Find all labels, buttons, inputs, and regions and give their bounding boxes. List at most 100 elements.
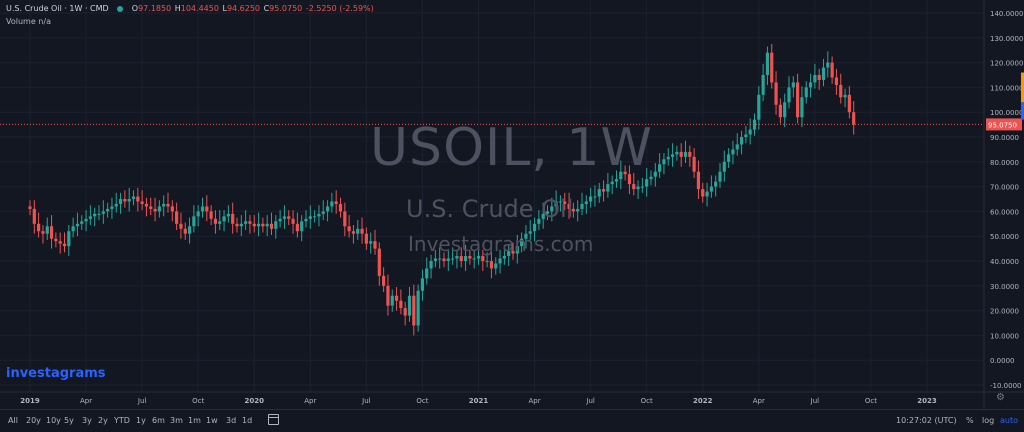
candle (80, 215, 84, 230)
high-value: 104.4450 (180, 4, 219, 13)
y-tick-label: 120.0000 (990, 60, 1023, 68)
candle (179, 212, 183, 239)
candle (153, 197, 157, 222)
timeframe-6m[interactable]: 6m (152, 416, 165, 425)
candle (632, 172, 636, 196)
candle (528, 220, 532, 240)
candle (852, 101, 856, 135)
timeframe-1w[interactable]: 1w (206, 416, 218, 425)
candle (429, 254, 433, 279)
calendar-icon[interactable] (268, 414, 279, 425)
candle (770, 44, 774, 89)
candle (821, 58, 826, 87)
candle (537, 210, 541, 230)
price-chart[interactable]: 140.0000 130.0000 120.0000 110.0000 100.0000… (0, 0, 1024, 409)
candle (244, 210, 248, 230)
candle (412, 284, 416, 336)
timeframe-2y[interactable]: 2y (98, 416, 108, 425)
candle (416, 284, 420, 332)
candle (640, 177, 644, 193)
x-tick-label: Jul (585, 397, 595, 405)
candle (619, 160, 623, 190)
candle (580, 192, 584, 216)
timeframe-3m[interactable]: 3m (170, 416, 183, 425)
timeframe-10y[interactable]: 10y (46, 416, 61, 425)
candle (252, 215, 256, 233)
candle (808, 73, 813, 98)
high-marker (1021, 72, 1024, 103)
candle (498, 249, 502, 274)
timeframe-1y[interactable]: 1y (136, 416, 146, 425)
candle (520, 232, 524, 253)
candle (37, 212, 41, 238)
candle (239, 215, 243, 237)
x-tick-label: Jul (810, 397, 820, 405)
candle (722, 150, 726, 182)
close-value: 95.0750 (269, 4, 303, 13)
percent-toggle[interactable]: % (966, 416, 974, 425)
candle (563, 192, 567, 211)
timeframe-5y[interactable]: 5y (64, 416, 74, 425)
candle (399, 289, 403, 315)
y-tick-label: 80.0000 (990, 159, 1019, 167)
candle (205, 195, 209, 222)
candle (200, 197, 205, 218)
timeframe-1d[interactable]: 1d (242, 416, 253, 425)
candle (813, 63, 817, 89)
candle (114, 192, 118, 213)
chart-legend: U.S. Crude Oil · 1W · CMD O97.1850 H104.… (6, 4, 375, 13)
candle (601, 180, 606, 202)
candle (131, 190, 136, 206)
log-toggle[interactable]: log (982, 416, 995, 425)
candle (731, 140, 735, 165)
candle (88, 205, 92, 226)
candle (438, 247, 442, 269)
candle (351, 225, 356, 244)
candle (636, 180, 640, 199)
candle (675, 145, 679, 161)
candle (140, 190, 144, 211)
candle (502, 244, 506, 265)
candle (45, 217, 49, 240)
candle (394, 287, 399, 311)
timeframe-3d[interactable]: 3d (226, 416, 237, 425)
clock-label: 10:27:02 (UTC) (896, 416, 957, 425)
candle (610, 175, 614, 195)
candle (282, 205, 287, 229)
candle (476, 244, 481, 265)
candle (778, 98, 782, 124)
low-value: 94.6250 (226, 4, 261, 13)
candle (373, 230, 377, 255)
candle (744, 125, 748, 144)
timeframe-1m[interactable]: 1m (188, 416, 201, 425)
x-tick-label: Jul (137, 397, 147, 405)
candle (576, 200, 580, 222)
candle (532, 217, 537, 242)
symbol-label: U.S. Crude Oil · 1W · CMD (6, 4, 109, 13)
candle (287, 210, 291, 226)
candle (71, 217, 75, 238)
candle (28, 200, 32, 216)
candle (209, 205, 213, 226)
timeframe-3y[interactable]: 3y (82, 416, 92, 425)
candle (670, 143, 675, 167)
candle (106, 202, 110, 218)
timeframe-ytd[interactable]: YTD (114, 416, 130, 425)
candle (127, 187, 131, 212)
watermark-site: Investagrams.com (408, 232, 594, 256)
y-tick-label: 10.0000 (990, 332, 1019, 340)
x-tick-label: 2022 (693, 397, 713, 405)
candle (696, 160, 701, 199)
x-tick-label: 2019 (20, 397, 40, 405)
investagrams-logo: investagrams (6, 366, 106, 381)
x-tick-label: Apr (753, 397, 765, 405)
candle (735, 133, 739, 156)
candle (41, 225, 45, 244)
y-tick-label: 130.0000 (990, 35, 1023, 43)
timeframe-all[interactable]: All (8, 416, 18, 425)
timeframe-20y[interactable]: 20y (26, 416, 41, 425)
candle (653, 163, 657, 187)
auto-toggle[interactable]: auto (1000, 416, 1019, 425)
candle (369, 232, 373, 254)
settings-gear-icon[interactable]: ⚙ (996, 392, 1005, 403)
